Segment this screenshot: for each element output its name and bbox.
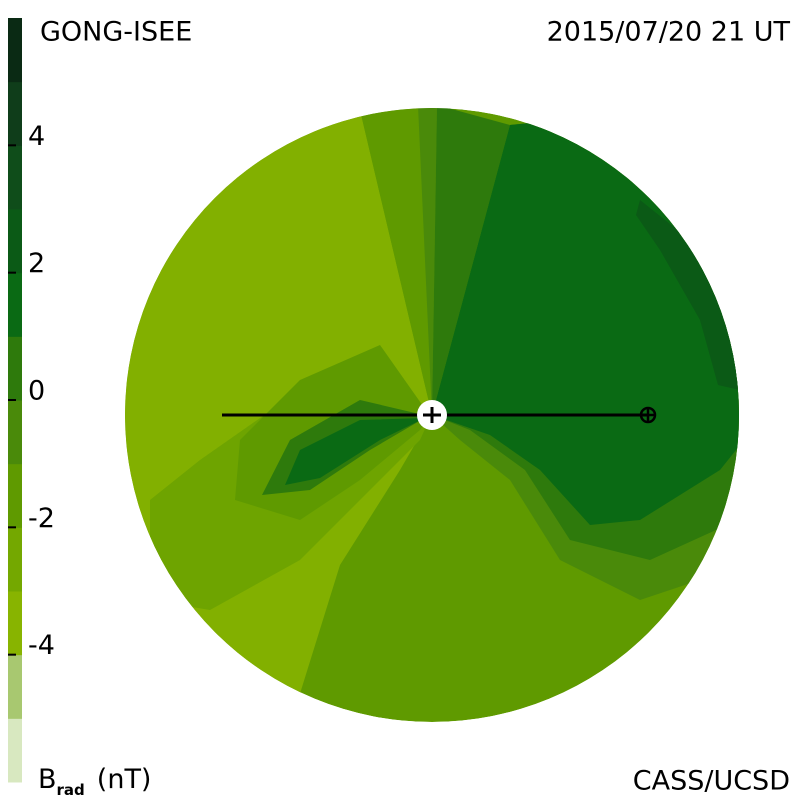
colorbar-tick-label: 2	[28, 248, 45, 279]
colorbar-band	[8, 145, 22, 210]
colorbar-tick-label: -2	[28, 503, 55, 534]
label-subscript: rad	[57, 781, 85, 799]
colorbar-tick-label: 0	[28, 376, 45, 407]
strip-c	[432, 108, 510, 415]
colorbar-band	[8, 718, 22, 783]
colorbar-band	[8, 209, 22, 274]
source-label: GONG-ISEE	[40, 17, 192, 48]
credit-label: CASS/UCSD	[633, 766, 790, 797]
solar-wind-disk	[125, 108, 739, 722]
colorbar-band	[8, 400, 22, 465]
colorbar-label: Brad (nT)	[38, 764, 151, 799]
colorbar-tick-label: -4	[28, 630, 55, 661]
colorbar-band	[8, 18, 22, 83]
date-label: 2015/07/20 21 UT	[547, 17, 791, 48]
colorbar-band	[8, 591, 22, 656]
high-field-rim	[636, 200, 739, 390]
colorbar-band	[8, 527, 22, 592]
colorbar-band	[8, 654, 22, 719]
strip-a	[360, 108, 432, 415]
label-symbol: B	[38, 764, 57, 795]
colorbar-tick-label: 4	[28, 121, 45, 152]
colorbar-band	[8, 463, 22, 528]
colorbar-band	[8, 81, 22, 146]
strip-b	[418, 108, 437, 415]
earth-cross	[641, 408, 655, 422]
sun-cross	[423, 407, 441, 423]
colorbar-band	[8, 272, 22, 337]
label-unit: (nT)	[97, 764, 152, 795]
colorbar-band	[8, 336, 22, 401]
left-core-dark	[285, 418, 425, 485]
